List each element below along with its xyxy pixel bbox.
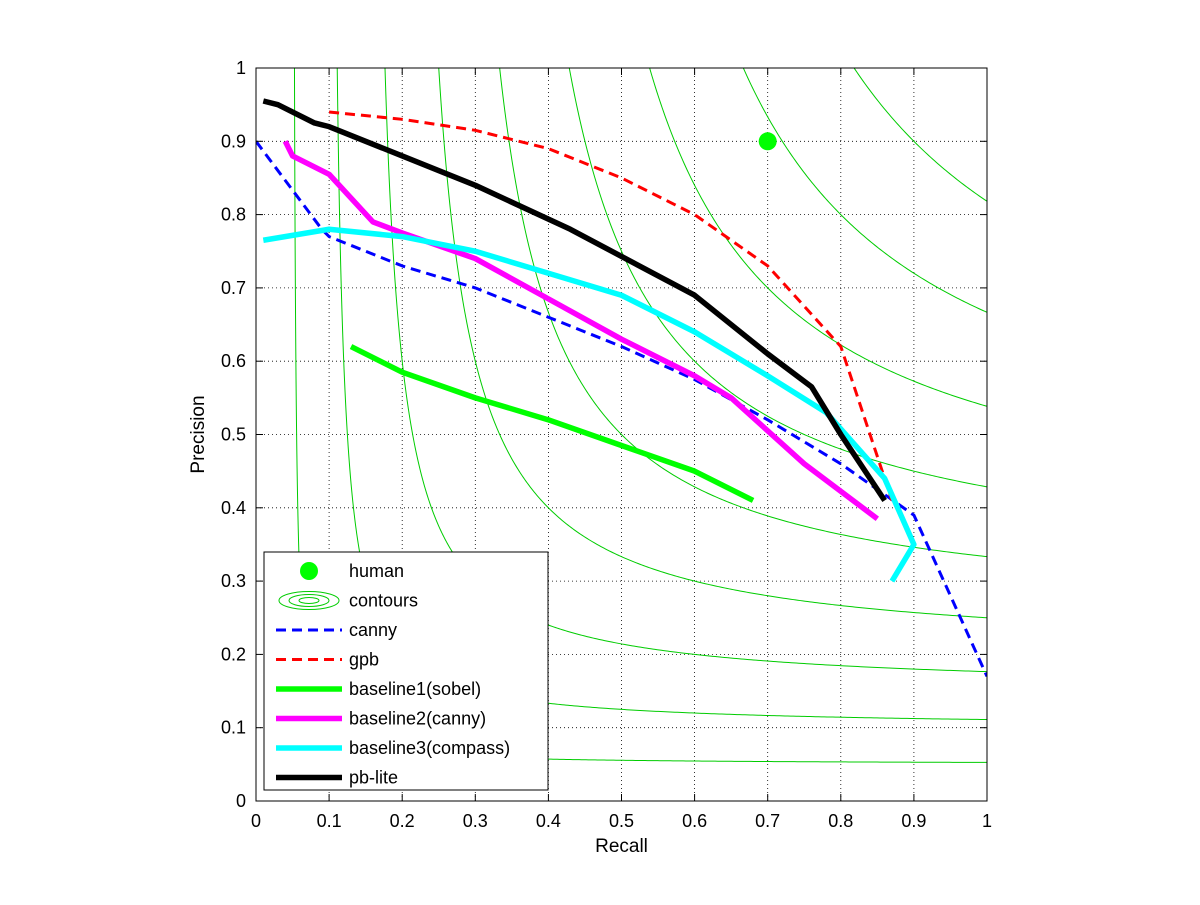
series-line-canny <box>256 140 987 678</box>
x-tick-label: 0.7 <box>755 811 780 831</box>
legend-swatch-contours <box>278 591 340 610</box>
y-tick-label: 0.5 <box>221 425 246 445</box>
axis-ticks: 0 0.1 0.2 0.3 0.4 0.5 0.6 0.7 0.8 0.9 1 0 0.1 0.2 0.3 0… <box>221 58 992 831</box>
x-tick-label: 0.4 <box>536 811 561 831</box>
y-tick-label: 0.6 <box>221 351 246 371</box>
y-tick-label: 1 <box>236 58 246 78</box>
legend-label: baseline3(compass) <box>349 738 510 758</box>
f-contour-line <box>438 68 987 619</box>
legend-label: contours <box>349 591 418 611</box>
y-tick-label: 0.9 <box>221 131 246 151</box>
y-axis-label: Precision <box>188 395 209 473</box>
x-tick-label: 0.5 <box>609 811 634 831</box>
legend-label: baseline1(sobel) <box>349 679 481 699</box>
legend-label: canny <box>349 620 397 640</box>
f-contour-line <box>499 68 987 558</box>
legend-label: pb-lite <box>349 768 398 788</box>
series-line-baseline3-compass- <box>262 226 917 583</box>
f-contour-line <box>649 68 987 407</box>
series-line-pb-lite <box>262 98 887 502</box>
y-tick-label: 0.1 <box>221 718 246 738</box>
x-tick-label: 0 <box>251 811 261 831</box>
human-point-layer <box>758 132 777 151</box>
x-tick-label: 0.2 <box>390 811 415 831</box>
f-contour-line <box>568 68 987 488</box>
legend-swatch-contours <box>288 594 330 607</box>
x-tick-label: 0.9 <box>901 811 926 831</box>
legend-label: baseline2(canny) <box>349 709 486 729</box>
y-tick-label: 0.2 <box>221 644 246 664</box>
x-tick-label: 0.8 <box>828 811 853 831</box>
y-tick-label: 0.7 <box>221 278 246 298</box>
x-tick-label: 1 <box>982 811 992 831</box>
series-line-baseline1-sobel- <box>349 344 755 503</box>
y-tick-label: 0 <box>236 791 246 811</box>
y-tick-label: 0.4 <box>221 498 246 518</box>
legend-label: human <box>349 561 404 581</box>
f-contour-line <box>853 68 987 202</box>
legend: human contours canny gpb baseline1(sobel) bas… <box>263 551 549 791</box>
legend-swatch-human <box>300 562 318 580</box>
x-axis-label: Recall <box>595 836 648 857</box>
series-lines <box>256 98 987 678</box>
f-contour-line <box>742 68 987 313</box>
y-tick-label: 0.8 <box>221 205 246 225</box>
y-tick-label: 0.3 <box>221 571 246 591</box>
series-line-gpb <box>328 110 894 501</box>
legend-swatch-contours <box>298 597 320 604</box>
series-line-baseline2-canny- <box>282 140 880 521</box>
x-tick-label: 0.3 <box>463 811 488 831</box>
legend-label: gpb <box>349 650 379 670</box>
human-point <box>758 132 777 151</box>
x-tick-label: 0.6 <box>682 811 707 831</box>
x-tick-label: 0.1 <box>317 811 342 831</box>
